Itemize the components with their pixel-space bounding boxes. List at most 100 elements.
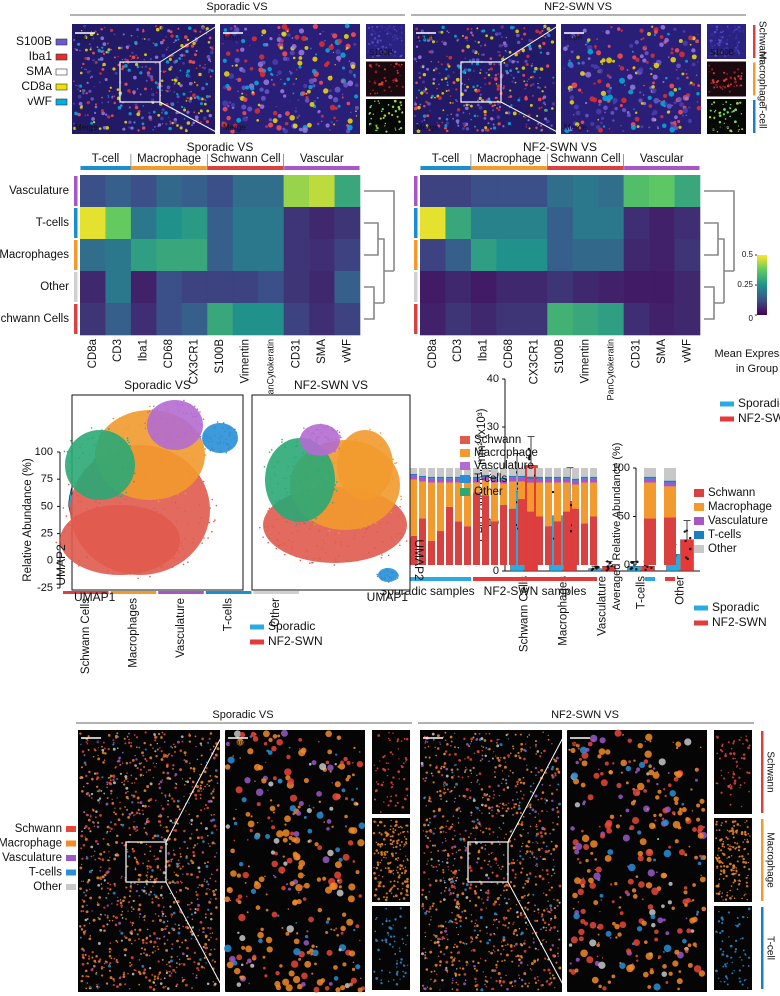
umap-point xyxy=(69,524,71,526)
bar-segment xyxy=(410,473,417,476)
image-dot xyxy=(207,70,211,74)
image-dot xyxy=(710,41,713,45)
umap-point xyxy=(342,476,345,479)
umap-point xyxy=(148,410,151,413)
image-dot xyxy=(176,962,178,964)
image-dot xyxy=(514,60,516,62)
image-dot xyxy=(207,40,211,44)
image-dot xyxy=(176,865,179,868)
image-dot xyxy=(169,123,171,125)
image-dot xyxy=(184,754,187,757)
merge-label: Merge xyxy=(75,123,98,132)
heat-cell xyxy=(623,239,650,272)
image-dot xyxy=(399,864,402,867)
sample-dot xyxy=(684,556,688,559)
image-dot xyxy=(711,45,713,47)
image-dot xyxy=(164,796,167,798)
image-dot xyxy=(93,111,97,114)
image-dot xyxy=(179,126,183,130)
heat-cell xyxy=(334,175,361,208)
image-dot xyxy=(182,61,185,65)
image-dot xyxy=(509,89,512,92)
heat-cell xyxy=(181,239,208,272)
image-dot xyxy=(234,57,240,63)
heat-cell xyxy=(445,175,472,208)
image-dot xyxy=(644,45,647,48)
column-label: CD68 xyxy=(503,339,515,368)
image-dot xyxy=(102,125,107,130)
umap-point xyxy=(210,440,213,443)
umap-point xyxy=(164,430,166,433)
image-dot xyxy=(388,25,392,28)
image-dot xyxy=(336,120,338,122)
image-dot xyxy=(195,976,198,979)
umap-point xyxy=(385,568,388,570)
heat-cell xyxy=(283,175,310,208)
image-dot xyxy=(127,790,129,793)
image-dot xyxy=(484,83,487,86)
image-dot xyxy=(169,90,171,92)
image-dot xyxy=(498,43,503,48)
umap-point xyxy=(380,556,383,559)
image-dot xyxy=(170,955,173,959)
umap-point xyxy=(107,448,110,450)
legend-swatch xyxy=(694,503,704,511)
image-dot xyxy=(397,875,401,879)
image-dot xyxy=(277,734,281,738)
image-dot xyxy=(173,881,176,885)
umap-point xyxy=(180,418,183,420)
image-dot xyxy=(72,102,76,105)
image-dot xyxy=(186,926,190,930)
legend-label: Other xyxy=(474,486,503,498)
image-dot xyxy=(83,24,86,28)
umap-point xyxy=(267,525,269,528)
image-dot xyxy=(136,56,139,60)
image-dot xyxy=(298,65,302,69)
image-dot xyxy=(378,874,380,877)
image-dot xyxy=(733,85,735,88)
image-dot xyxy=(134,868,137,871)
umap-point xyxy=(126,465,129,467)
heat-cell xyxy=(258,175,284,208)
image-dot xyxy=(334,763,337,766)
image-dot xyxy=(226,104,230,108)
umap-point xyxy=(89,543,92,546)
image-dot xyxy=(133,764,136,767)
image-dot xyxy=(481,128,485,132)
image-dot xyxy=(393,99,397,103)
image-dot xyxy=(373,871,376,875)
image-dot xyxy=(306,807,312,814)
image-dot xyxy=(612,97,618,104)
image-dot xyxy=(147,37,151,41)
umap-point xyxy=(322,539,324,541)
image-dot xyxy=(345,777,350,782)
heat-cell xyxy=(130,239,157,272)
column-label: CD8a xyxy=(427,338,439,368)
image-dot xyxy=(148,805,150,808)
umap-y-label: UMAP2 xyxy=(54,544,68,586)
image-dot xyxy=(598,103,601,106)
image-dot xyxy=(93,959,97,963)
image-dot xyxy=(710,82,713,85)
umap-point xyxy=(86,479,88,481)
image-dot xyxy=(380,885,382,887)
group-label: Macrophage xyxy=(137,153,201,165)
x-tick-label: Schwann Cells xyxy=(519,576,531,652)
image-dot xyxy=(84,836,87,838)
image-dot xyxy=(164,111,168,115)
umap-point xyxy=(392,458,394,460)
image-dot xyxy=(639,91,642,94)
image-dot xyxy=(81,947,84,951)
umap-point xyxy=(121,493,124,496)
image-dot xyxy=(184,129,188,133)
image-dot xyxy=(166,925,169,927)
umap-point xyxy=(98,533,101,536)
image-dot xyxy=(726,25,729,28)
image-dot xyxy=(406,824,409,827)
image-dot xyxy=(359,977,362,980)
image-dot xyxy=(501,44,504,47)
image-dot xyxy=(89,888,91,890)
marker-swatch xyxy=(55,68,68,76)
image-dot xyxy=(176,124,179,127)
image-dot xyxy=(165,765,169,768)
